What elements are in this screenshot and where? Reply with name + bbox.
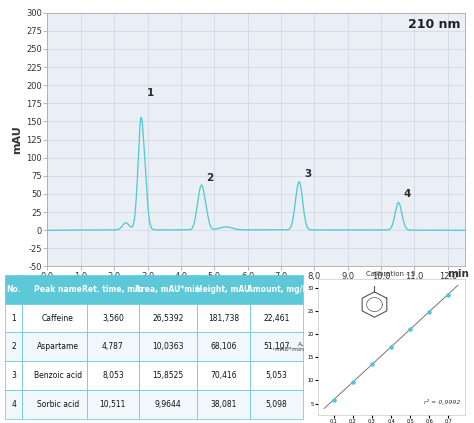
Bar xyxy=(22,361,87,390)
Text: 2: 2 xyxy=(207,173,214,183)
Text: 4: 4 xyxy=(403,189,411,199)
Text: Sorbic acid: Sorbic acid xyxy=(36,400,79,409)
Bar xyxy=(250,390,303,419)
Text: 3,560: 3,560 xyxy=(102,313,124,323)
Bar xyxy=(5,275,22,304)
Text: 2: 2 xyxy=(11,342,16,352)
Bar xyxy=(22,304,87,332)
Text: 3: 3 xyxy=(304,170,311,179)
Text: Amount, mg/L: Amount, mg/L xyxy=(246,285,307,294)
Bar xyxy=(139,361,197,390)
Bar xyxy=(5,304,22,332)
Bar xyxy=(139,332,197,361)
Text: 1: 1 xyxy=(11,313,16,323)
Text: 10,511: 10,511 xyxy=(100,400,126,409)
Text: min: min xyxy=(447,269,469,279)
Bar xyxy=(197,390,250,419)
Text: 9,9644: 9,9644 xyxy=(155,400,181,409)
Text: No.: No. xyxy=(6,285,21,294)
Text: 22,461: 22,461 xyxy=(264,313,290,323)
Point xyxy=(445,291,452,298)
Text: 4: 4 xyxy=(11,400,16,409)
Bar xyxy=(197,361,250,390)
Bar xyxy=(197,275,250,304)
Bar xyxy=(22,275,87,304)
Bar xyxy=(87,361,139,390)
Bar xyxy=(87,390,139,419)
Bar xyxy=(87,275,139,304)
Bar xyxy=(250,304,303,332)
Bar xyxy=(197,332,250,361)
Text: Caffeine: Caffeine xyxy=(42,313,73,323)
Point xyxy=(330,396,337,403)
Bar xyxy=(87,304,139,332)
Text: 10,0363: 10,0363 xyxy=(152,342,183,352)
Text: 210 nm: 210 nm xyxy=(408,18,460,31)
Text: 38,081: 38,081 xyxy=(210,400,237,409)
Bar xyxy=(197,304,250,332)
Bar xyxy=(5,361,22,390)
Text: 70,416: 70,416 xyxy=(210,371,237,380)
Text: 3: 3 xyxy=(11,371,16,380)
Text: 5,053: 5,053 xyxy=(266,371,288,380)
Text: 1: 1 xyxy=(147,88,154,98)
Bar xyxy=(87,332,139,361)
Text: 5,098: 5,098 xyxy=(266,400,288,409)
Bar xyxy=(22,332,87,361)
Bar xyxy=(250,275,303,304)
Text: 51,107: 51,107 xyxy=(264,342,290,352)
Text: Aspartame: Aspartame xyxy=(37,342,79,352)
Bar xyxy=(250,361,303,390)
Text: r² = 0,9992: r² = 0,9992 xyxy=(424,399,460,405)
Bar xyxy=(139,390,197,419)
Bar xyxy=(250,332,303,361)
Y-axis label: A,
mAU*min: A, mAU*min xyxy=(274,341,304,352)
Point xyxy=(406,325,414,332)
Text: 181,738: 181,738 xyxy=(208,313,239,323)
Bar xyxy=(5,390,22,419)
Text: 4,787: 4,787 xyxy=(102,342,124,352)
Text: 8,053: 8,053 xyxy=(102,371,124,380)
Y-axis label: mAU: mAU xyxy=(12,125,22,154)
Text: 26,5392: 26,5392 xyxy=(152,313,183,323)
Point xyxy=(368,361,376,368)
Point xyxy=(387,343,395,350)
Bar xyxy=(5,332,22,361)
Text: Peak name: Peak name xyxy=(34,285,82,294)
Text: Benzoic acid: Benzoic acid xyxy=(34,371,82,380)
Point xyxy=(349,379,356,386)
Text: 15,8525: 15,8525 xyxy=(152,371,183,380)
Point xyxy=(426,308,433,315)
Text: Height, mAU: Height, mAU xyxy=(196,285,251,294)
Title: Calibration - 3: Calibration - 3 xyxy=(366,272,416,277)
Text: Ret. time, min: Ret. time, min xyxy=(82,285,144,294)
Text: Area, mAU*min: Area, mAU*min xyxy=(135,285,201,294)
Bar xyxy=(22,390,87,419)
Bar xyxy=(139,304,197,332)
Text: 68,106: 68,106 xyxy=(210,342,237,352)
Bar xyxy=(139,275,197,304)
